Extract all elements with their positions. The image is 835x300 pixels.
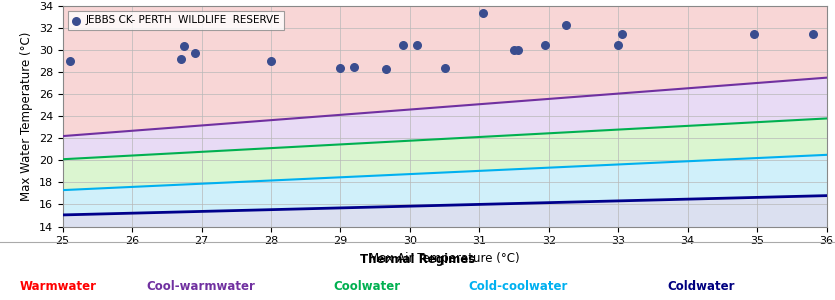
JEBBS CK- PERTH  WILDLIFE  RESERVE [178,44,191,49]
JEBBS CK- PERTH  WILDLIFE  RESERVE [174,56,187,61]
JEBBS CK- PERTH  WILDLIFE  RESERVE [476,10,489,15]
JEBBS CK- PERTH  WILDLIFE  RESERVE [539,42,552,47]
X-axis label: Max Air Temperature (°C): Max Air Temperature (°C) [369,252,520,265]
JEBBS CK- PERTH  WILDLIFE  RESERVE [438,65,451,70]
Text: Coldwater: Coldwater [668,280,735,293]
JEBBS CK- PERTH  WILDLIFE  RESERVE [615,31,629,36]
JEBBS CK- PERTH  WILDLIFE  RESERVE [188,51,201,56]
Y-axis label: Max Water Temperature (°C): Max Water Temperature (°C) [20,32,33,201]
JEBBS CK- PERTH  WILDLIFE  RESERVE [559,22,573,27]
JEBBS CK- PERTH  WILDLIFE  RESERVE [397,42,410,47]
JEBBS CK- PERTH  WILDLIFE  RESERVE [334,65,347,70]
JEBBS CK- PERTH  WILDLIFE  RESERVE [63,59,76,64]
Text: Thermal Regimes: Thermal Regimes [360,253,475,266]
JEBBS CK- PERTH  WILDLIFE  RESERVE [511,47,524,52]
JEBBS CK- PERTH  WILDLIFE  RESERVE [410,42,423,47]
Text: Warmwater: Warmwater [20,280,97,293]
JEBBS CK- PERTH  WILDLIFE  RESERVE [806,31,819,36]
Legend: JEBBS CK- PERTH  WILDLIFE  RESERVE: JEBBS CK- PERTH WILDLIFE RESERVE [68,11,285,29]
Text: Cold-coolwater: Cold-coolwater [468,280,568,293]
JEBBS CK- PERTH  WILDLIFE  RESERVE [747,31,761,36]
Text: Coolwater: Coolwater [334,280,401,293]
JEBBS CK- PERTH  WILDLIFE  RESERVE [265,59,278,64]
Text: Cool-warmwater: Cool-warmwater [146,280,255,293]
JEBBS CK- PERTH  WILDLIFE  RESERVE [611,42,625,47]
JEBBS CK- PERTH  WILDLIFE  RESERVE [508,48,521,52]
JEBBS CK- PERTH  WILDLIFE  RESERVE [347,64,361,69]
JEBBS CK- PERTH  WILDLIFE  RESERVE [379,66,392,71]
